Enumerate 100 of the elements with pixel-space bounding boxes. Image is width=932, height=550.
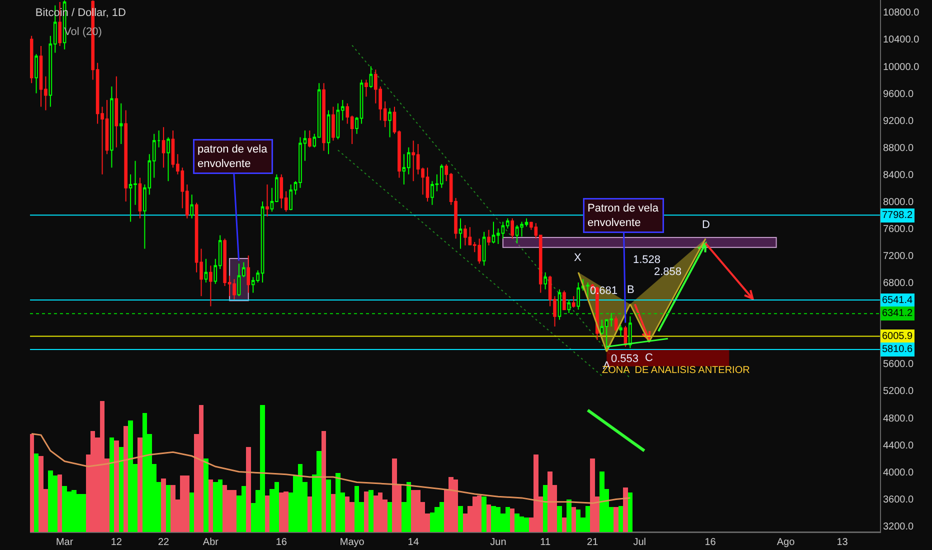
candlestick [388,108,392,138]
bar [618,506,624,532]
candlestick [458,218,462,250]
x-tick-label: 12 [110,537,122,548]
bar [208,480,214,532]
candlestick [204,258,208,284]
candlestick [332,106,335,142]
y-tick-label: 4000.0 [883,467,914,478]
bar [458,506,463,532]
x-tick-label: Ago [776,537,796,548]
y-tick-label: 10000.0 [883,62,920,73]
bar [373,495,378,532]
candlestick [487,229,490,246]
bar [189,492,194,532]
bar [368,490,374,532]
bar [542,484,548,532]
y-tick-label: 7600.0 [883,224,914,235]
bar [562,518,567,532]
candlestick [544,272,547,290]
candlestick [119,102,123,144]
y-tick-label: 5600.0 [883,359,914,370]
y-tick-label: 9200.0 [883,116,914,127]
candlestick [114,76,118,148]
candlestick [110,86,114,168]
candlestick [138,177,142,219]
candlestick [619,324,622,338]
y-tick-label: 8800.0 [883,142,914,154]
candlestick [412,140,416,182]
y-tick-label: 4400.0 [883,440,914,452]
x-tick-label: 11 [540,537,551,548]
bar [557,506,562,532]
y-tick-label: 10400.0 [883,34,920,46]
y-tick-label: 8400.0 [883,170,914,181]
annotation: 2.858 [654,266,682,278]
ref-line-label: 6005.9 [882,331,914,342]
bar [58,474,62,532]
candlestick [266,184,269,217]
annotation: Patron de vela envolvente [588,202,660,229]
bar [109,438,114,532]
y-tick-label: 7200.0 [883,251,914,262]
x-tick-label: 13 [836,537,848,548]
ref-line-label: 6341.2 [882,308,914,319]
bar [204,458,208,532]
candlestick [246,255,250,294]
x-tick-label: Jun [490,537,506,548]
y-tick-label: 10800.0 [883,8,920,19]
x-tick-label: 16 [704,537,716,548]
candlestick [308,130,312,148]
x-tick-label: 22 [158,537,170,548]
bar [114,440,119,532]
bar [510,508,515,532]
annotation: D [702,219,710,231]
candlestick [162,126,166,168]
bar [166,484,171,532]
annotation: 0.553 [611,353,639,365]
annotation: 1.528 [633,254,661,266]
bar [307,496,312,532]
bar [387,502,392,532]
candlestick [510,218,514,240]
bar [623,487,628,532]
bar [123,426,128,532]
x-tick-label: Abr [202,537,220,548]
bar [628,492,633,532]
candlestick [369,66,373,88]
bar [326,480,331,532]
candlestick [482,231,486,266]
candlestick [572,296,576,308]
bar [264,495,270,532]
bar [482,496,486,532]
candlestick [562,290,566,310]
bar [34,453,39,532]
bar [614,507,618,532]
bar [330,494,336,532]
y-tick-label: 9600.0 [883,88,914,100]
bar [321,431,326,532]
bar [118,446,124,532]
x-tick-label: 21 [586,537,598,548]
y-tick-label: 5200.0 [883,386,914,398]
y-tick-label: 3600.0 [883,494,914,506]
bar [566,499,572,532]
y-tick-label: 3200.0 [883,521,914,532]
candlestick [326,110,330,155]
y-tick-label: 6800.0 [883,278,914,290]
candlestick [440,164,444,188]
ref-line-label: 6541.4 [882,295,914,306]
bar [30,434,34,532]
annotation: C [645,352,653,364]
candlestick [166,136,170,182]
x-tick-label: Mayo [340,537,365,548]
bar [571,507,576,532]
x-tick-label: 14 [408,537,420,548]
x-tick-label: 16 [276,537,288,548]
bar [486,504,492,532]
x-tick-label: Jul [633,537,646,548]
ref-line-label: 7798.2 [882,210,914,221]
ref-line-label: 5810.6 [882,344,914,355]
y-tick-label: 8000.0 [883,196,914,208]
annotation: patron de vela envolvente [198,144,268,170]
bar [364,491,369,532]
candlestick [364,79,368,98]
